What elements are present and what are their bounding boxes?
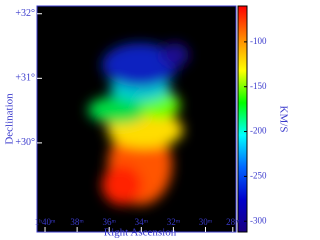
velocity-field	[88, 43, 189, 205]
colorbar-label: KM/S	[277, 106, 289, 133]
x-tick-label: 38ᵐ	[70, 217, 84, 227]
x-tick-label: 30ᵐ	[199, 217, 213, 227]
y-axis-label: Declination	[4, 93, 16, 145]
x-tick-label: 34ᵐ	[135, 217, 149, 227]
plot-frame	[36, 5, 237, 233]
y-tick-label: +30°	[15, 137, 35, 148]
x-axis-label: Right Ascension	[104, 227, 177, 239]
chart: Right Ascension Declination KM/S 1ʰ40ᵐ 38…	[4, 5, 289, 239]
colorbar-tick-label: -100	[250, 36, 267, 46]
colorbar-tick-label: -250	[250, 170, 267, 180]
x-tick-label: 28ᵐ	[226, 217, 240, 227]
x-tick-label: 32ᵐ	[167, 217, 181, 227]
x-tick-label: 1ʰ40ᵐ	[35, 217, 56, 227]
colorbar-tick-label: -150	[250, 81, 267, 91]
colorbar-tick-label: -200	[250, 126, 267, 136]
colorbar	[237, 5, 248, 233]
y-tick-label: +32°	[15, 8, 35, 19]
colorbar-tick-label: -300	[250, 215, 267, 225]
x-tick-label: 36ᵐ	[103, 217, 117, 227]
y-tick-label: +31°	[15, 73, 35, 84]
